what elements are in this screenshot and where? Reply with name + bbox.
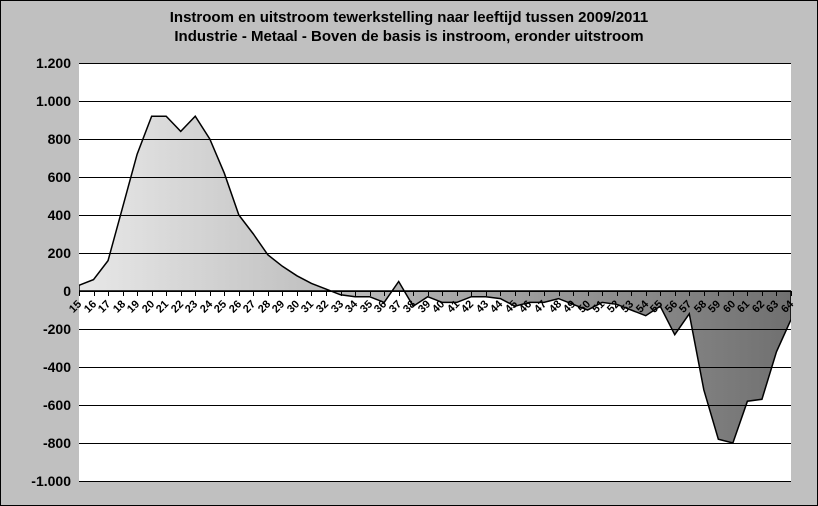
x-axis-tick	[210, 291, 211, 296]
x-axis-tick	[602, 291, 603, 296]
grid-line	[79, 177, 791, 178]
y-axis-label: 600	[48, 169, 71, 185]
x-axis-tick	[239, 291, 240, 296]
x-axis-tick	[282, 291, 283, 296]
x-axis-tick	[791, 291, 792, 296]
x-axis-tick	[776, 291, 777, 296]
grid-line	[79, 481, 791, 482]
x-axis-tick	[486, 291, 487, 296]
x-axis-tick	[311, 291, 312, 296]
grid-line	[79, 253, 791, 254]
y-axis-label: -400	[43, 359, 71, 375]
x-axis-tick	[762, 291, 763, 296]
plot-area: 1516171819202122232425262728293031323334…	[79, 63, 791, 481]
chart-title-block: Instroom en uitstroom tewerkstelling naa…	[1, 9, 817, 47]
grid-line	[79, 101, 791, 102]
grid-line	[79, 443, 791, 444]
x-axis-tick	[428, 291, 429, 296]
x-axis-tick	[704, 291, 705, 296]
y-axis-label: 800	[48, 131, 71, 147]
x-axis-tick	[689, 291, 690, 296]
x-axis-tick	[326, 291, 327, 296]
y-axis-label: -800	[43, 435, 71, 451]
x-axis-tick	[413, 291, 414, 296]
area-series	[79, 63, 791, 481]
x-axis-tick	[442, 291, 443, 296]
y-axis-label: 0	[63, 283, 71, 299]
x-axis-tick	[500, 291, 501, 296]
x-axis-tick	[646, 291, 647, 296]
x-axis-tick	[108, 291, 109, 296]
x-axis-tick	[181, 291, 182, 296]
grid-line	[79, 63, 791, 64]
x-axis-tick	[370, 291, 371, 296]
x-axis-tick	[617, 291, 618, 296]
x-axis-tick	[384, 291, 385, 296]
grid-line	[79, 329, 791, 330]
x-axis-tick	[471, 291, 472, 296]
grid-line	[79, 139, 791, 140]
x-axis-tick	[94, 291, 95, 296]
x-axis-tick	[544, 291, 545, 296]
chart-title-line-1: Instroom en uitstroom tewerkstelling naa…	[1, 9, 817, 28]
x-axis-tick	[718, 291, 719, 296]
y-axis-label: -600	[43, 397, 71, 413]
x-axis-tick	[355, 291, 356, 296]
x-axis-tick	[631, 291, 632, 296]
x-axis-tick	[341, 291, 342, 296]
chart-container: Instroom en uitstroom tewerkstelling naa…	[0, 0, 818, 506]
x-axis-tick	[529, 291, 530, 296]
x-axis-tick	[573, 291, 574, 296]
grid-line	[79, 291, 791, 292]
chart-title-line-2: Industrie - Metaal - Boven de basis is i…	[1, 28, 817, 47]
grid-line	[79, 405, 791, 406]
x-axis-tick	[675, 291, 676, 296]
y-axis-label: -200	[43, 321, 71, 337]
x-axis-tick	[224, 291, 225, 296]
y-axis-label: 200	[48, 245, 71, 261]
x-axis-tick	[559, 291, 560, 296]
y-axis-label: 400	[48, 207, 71, 223]
x-axis-tick	[123, 291, 124, 296]
x-axis-tick	[253, 291, 254, 296]
x-axis-tick	[297, 291, 298, 296]
x-axis-tick	[733, 291, 734, 296]
x-axis-tick	[399, 291, 400, 296]
x-axis-tick	[515, 291, 516, 296]
x-axis-tick	[457, 291, 458, 296]
x-axis-tick	[137, 291, 138, 296]
x-axis-tick	[195, 291, 196, 296]
x-axis-tick	[152, 291, 153, 296]
grid-line	[79, 367, 791, 368]
x-axis-tick	[660, 291, 661, 296]
y-axis-label: 1.000	[36, 93, 71, 109]
x-axis-tick	[268, 291, 269, 296]
x-axis-tick	[588, 291, 589, 296]
x-axis-tick	[79, 291, 80, 296]
y-axis-label: 1.200	[36, 55, 71, 71]
x-axis-tick	[166, 291, 167, 296]
x-axis-tick	[747, 291, 748, 296]
grid-line	[79, 215, 791, 216]
y-axis-label: -1.000	[31, 473, 71, 489]
